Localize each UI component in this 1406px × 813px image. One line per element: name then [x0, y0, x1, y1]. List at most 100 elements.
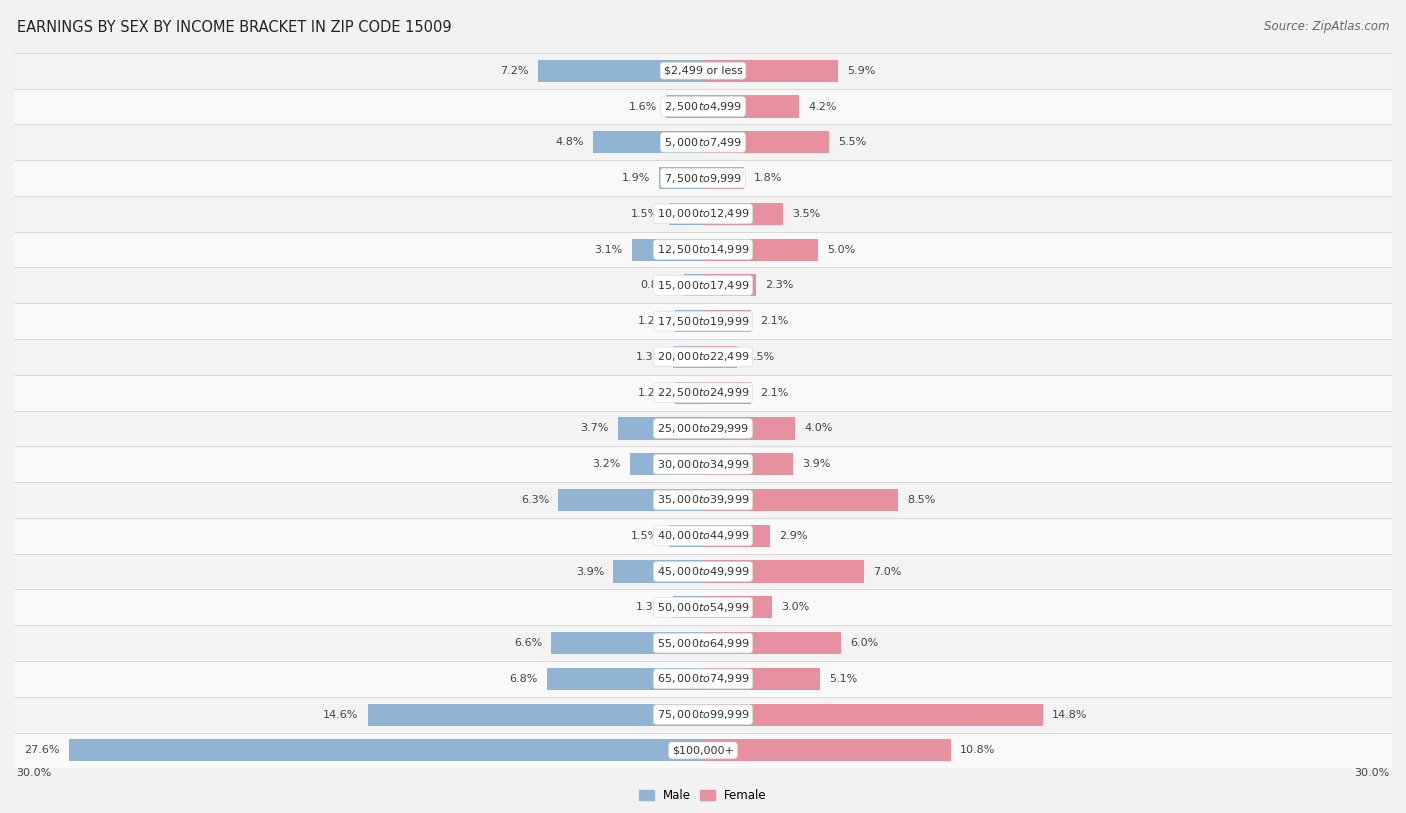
Legend: Male, Female: Male, Female: [640, 789, 766, 802]
Text: EARNINGS BY SEX BY INCOME BRACKET IN ZIP CODE 15009: EARNINGS BY SEX BY INCOME BRACKET IN ZIP…: [17, 20, 451, 35]
Bar: [14, 411, 1392, 446]
Bar: [368, 703, 703, 726]
Bar: [14, 411, 1392, 446]
Bar: [703, 739, 950, 762]
Bar: [703, 632, 841, 654]
Bar: [703, 560, 863, 583]
Text: $7,500 to $9,999: $7,500 to $9,999: [664, 172, 742, 185]
Bar: [558, 489, 703, 511]
Bar: [14, 554, 1392, 589]
Text: 10.8%: 10.8%: [960, 746, 995, 755]
Bar: [673, 346, 703, 368]
Bar: [14, 518, 1392, 554]
Bar: [613, 560, 703, 583]
Bar: [14, 625, 1392, 661]
Text: 2.3%: 2.3%: [765, 280, 793, 290]
Bar: [537, 59, 703, 82]
Text: 3.7%: 3.7%: [581, 424, 609, 433]
Text: 3.2%: 3.2%: [592, 459, 620, 469]
Bar: [14, 89, 1392, 124]
Text: 2.9%: 2.9%: [779, 531, 807, 541]
Bar: [14, 446, 1392, 482]
Text: 5.1%: 5.1%: [830, 674, 858, 684]
Text: 27.6%: 27.6%: [24, 746, 60, 755]
Text: $2,500 to $4,999: $2,500 to $4,999: [664, 100, 742, 113]
Bar: [14, 482, 1392, 518]
Bar: [14, 339, 1392, 375]
Text: 7.0%: 7.0%: [873, 567, 901, 576]
Text: 3.5%: 3.5%: [793, 209, 821, 219]
Text: 6.6%: 6.6%: [515, 638, 543, 648]
Bar: [14, 53, 1392, 89]
Bar: [69, 739, 703, 762]
Bar: [675, 381, 703, 404]
Text: 4.0%: 4.0%: [804, 424, 832, 433]
Text: $2,499 or less: $2,499 or less: [664, 66, 742, 76]
Bar: [703, 417, 794, 440]
Text: 1.5%: 1.5%: [747, 352, 775, 362]
Bar: [659, 167, 703, 189]
Text: $30,000 to $34,999: $30,000 to $34,999: [657, 458, 749, 471]
Text: 4.2%: 4.2%: [808, 102, 837, 111]
Text: 6.8%: 6.8%: [509, 674, 537, 684]
Bar: [593, 131, 703, 154]
Text: 1.3%: 1.3%: [636, 352, 664, 362]
Bar: [14, 733, 1392, 768]
Text: 1.2%: 1.2%: [638, 316, 666, 326]
Text: 30.0%: 30.0%: [17, 768, 52, 778]
Text: 8.5%: 8.5%: [907, 495, 936, 505]
Bar: [669, 202, 703, 225]
Bar: [703, 381, 751, 404]
Text: 6.0%: 6.0%: [851, 638, 879, 648]
Text: $15,000 to $17,499: $15,000 to $17,499: [657, 279, 749, 292]
Text: 1.3%: 1.3%: [636, 602, 664, 612]
Text: $45,000 to $49,999: $45,000 to $49,999: [657, 565, 749, 578]
Bar: [703, 95, 800, 118]
Text: 1.5%: 1.5%: [631, 209, 659, 219]
Text: 5.0%: 5.0%: [827, 245, 855, 254]
Text: 5.9%: 5.9%: [848, 66, 876, 76]
Text: $35,000 to $39,999: $35,000 to $39,999: [657, 493, 749, 506]
Bar: [14, 589, 1392, 625]
Bar: [14, 554, 1392, 589]
Text: 14.8%: 14.8%: [1052, 710, 1088, 720]
Text: $12,500 to $14,999: $12,500 to $14,999: [657, 243, 749, 256]
Bar: [703, 703, 1043, 726]
Bar: [14, 53, 1392, 89]
Text: 1.9%: 1.9%: [621, 173, 650, 183]
Bar: [14, 303, 1392, 339]
Bar: [14, 518, 1392, 554]
Bar: [619, 417, 703, 440]
Bar: [14, 267, 1392, 303]
Bar: [14, 160, 1392, 196]
Bar: [14, 446, 1392, 482]
Bar: [14, 733, 1392, 768]
Bar: [703, 167, 744, 189]
Bar: [14, 160, 1392, 196]
Bar: [14, 303, 1392, 339]
Bar: [703, 59, 838, 82]
Bar: [631, 238, 703, 261]
Text: $17,500 to $19,999: $17,500 to $19,999: [657, 315, 749, 328]
Text: 0.81%: 0.81%: [640, 280, 675, 290]
Bar: [547, 667, 703, 690]
Text: 3.1%: 3.1%: [595, 245, 623, 254]
Bar: [14, 625, 1392, 661]
Bar: [675, 310, 703, 333]
Text: $75,000 to $99,999: $75,000 to $99,999: [657, 708, 749, 721]
Text: 2.1%: 2.1%: [761, 388, 789, 398]
Bar: [14, 339, 1392, 375]
Bar: [666, 95, 703, 118]
Bar: [669, 524, 703, 547]
Bar: [551, 632, 703, 654]
Bar: [14, 267, 1392, 303]
Bar: [685, 274, 703, 297]
Bar: [703, 489, 898, 511]
Text: 7.2%: 7.2%: [501, 66, 529, 76]
Text: $100,000+: $100,000+: [672, 746, 734, 755]
Text: 3.0%: 3.0%: [782, 602, 810, 612]
Bar: [14, 232, 1392, 267]
Bar: [14, 375, 1392, 411]
Text: 5.5%: 5.5%: [838, 137, 866, 147]
Bar: [703, 524, 769, 547]
